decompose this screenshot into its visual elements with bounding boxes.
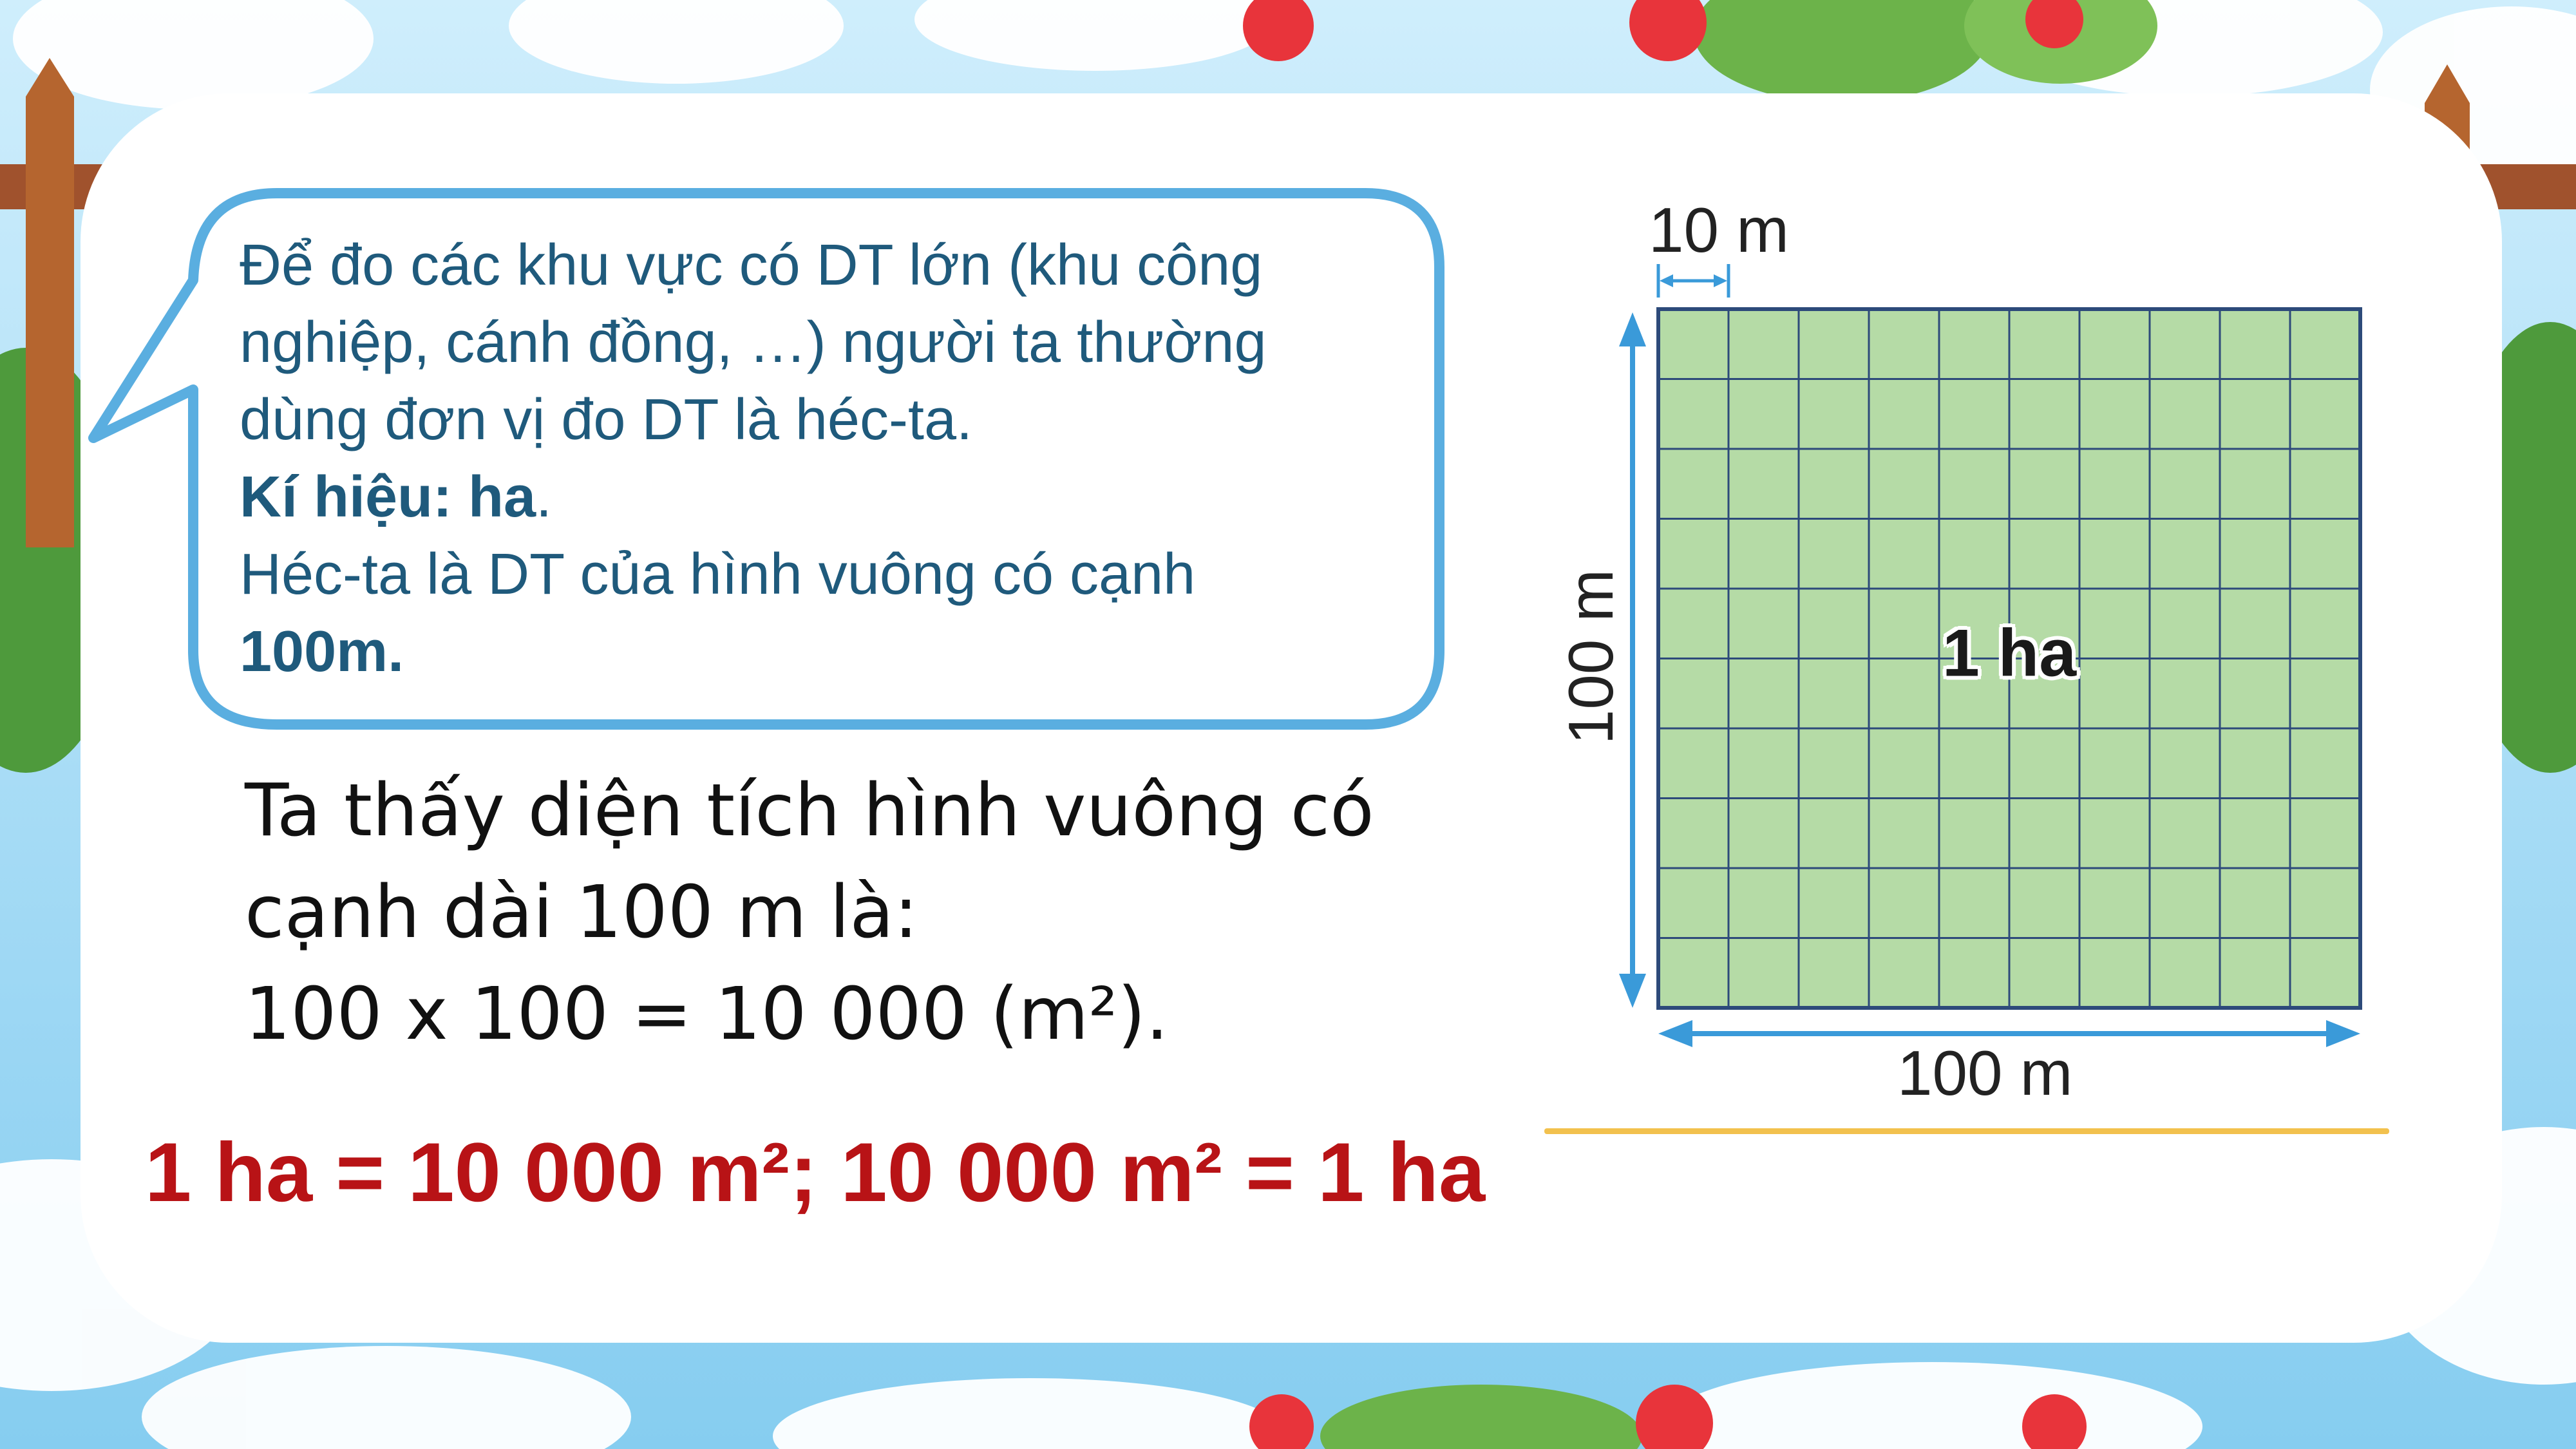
definition-value: 100m.	[240, 620, 404, 684]
explanation-line-1: Ta thấy diện tích hình vuông có	[245, 769, 1374, 853]
gold-divider	[1544, 1128, 2389, 1134]
flowers	[1243, 0, 2087, 1449]
conversion-result: 1 ha = 10 000 m²; 10 000 m² = 1 ha	[145, 1125, 1486, 1219]
symbol-line: Kí hiệu: ha.	[240, 459, 1412, 536]
grid-lines	[1658, 309, 2360, 1008]
bubble-line-1: Để đo các khu vực có DT lớn (khu công	[240, 233, 1263, 298]
bubble-line-3: dùng đơn vị đo DT là héc-ta.	[240, 388, 973, 452]
explanation-line-2: cạnh dài 100 m là:	[245, 871, 918, 954]
side-length-label-bottom: 100 m	[1897, 1037, 2073, 1108]
explanation-text: Ta thấy diện tích hình vuông có cạnh dài…	[245, 760, 1468, 1065]
definition-line: Héc-ta là DT của hình vuông có cạnh	[240, 542, 1196, 607]
calculation-line: 100 x 100 = 10 000 (m²).	[245, 972, 1169, 1056]
bottom-arrow	[1658, 1020, 2360, 1047]
ten-meter-marker	[1656, 264, 1730, 298]
symbol-label: Kí hiệu: ha	[240, 465, 536, 529]
ten-meter-label: 10 m	[1649, 194, 1789, 265]
speech-bubble-text: Để đo các khu vực có DT lớn (khu công ng…	[240, 227, 1412, 690]
side-length-label-left: 100 m	[1555, 569, 1626, 745]
hectare-center-label: 1 ha	[1942, 616, 2077, 691]
bubble-line-2: nghiệp, cánh đồng, …) người ta thường	[240, 310, 1267, 375]
left-arrow	[1619, 312, 1646, 1008]
symbol-period: .	[536, 465, 553, 529]
